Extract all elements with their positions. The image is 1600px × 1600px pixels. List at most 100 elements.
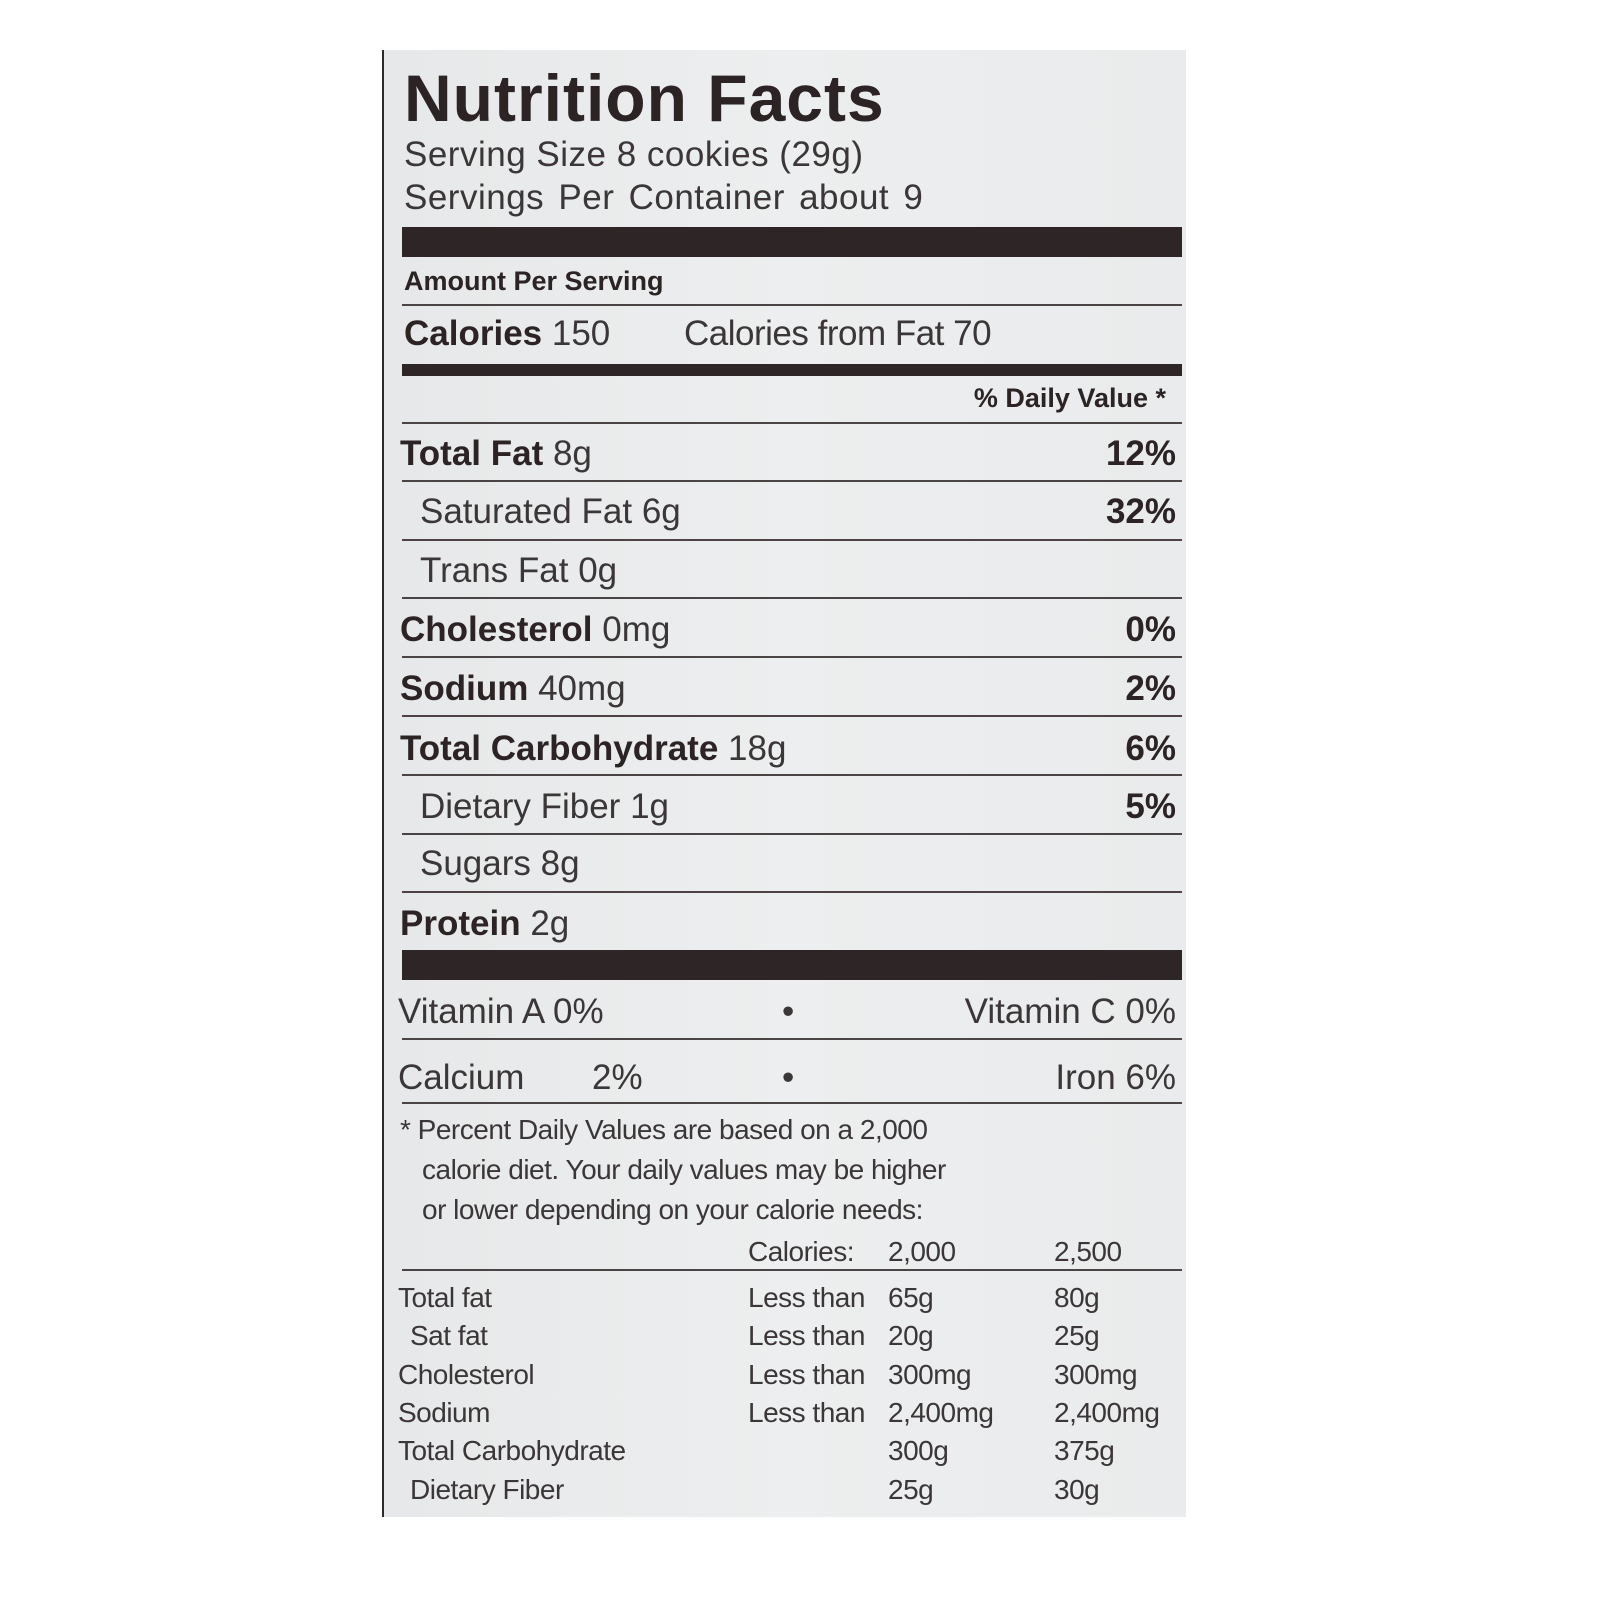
nutrient-amount: 2g <box>530 904 570 943</box>
reference-qualifier: Less than <box>748 1359 865 1390</box>
reference-table-row: Cholesterol Less than 300mg 300mg <box>398 1356 1176 1394</box>
serving-size: Serving Size 8 cookies (29g) <box>404 135 864 174</box>
reference-nutrient: Dietary Fiber <box>410 1474 564 1505</box>
nutrient-dv: 5% <box>1125 787 1176 826</box>
reference-nutrient: Sat fat <box>410 1320 488 1351</box>
nutrient-dv: 6% <box>1125 729 1176 768</box>
divider <box>402 1269 1182 1271</box>
reference-2000: 25g <box>888 1474 934 1505</box>
nutrient-dv: 32% <box>1105 492 1176 531</box>
reference-2500: 25g <box>1054 1320 1100 1351</box>
nutrient-amount: 8g <box>540 844 580 883</box>
reference-nutrient: Total Carbohydrate <box>398 1435 626 1466</box>
nutrient-row-dietary-fiber: Dietary Fiber 1g 5% <box>400 785 1176 829</box>
nutrient-row-sodium: Sodium 40mg 2% <box>400 667 1176 711</box>
divider <box>402 833 1182 835</box>
divider <box>402 597 1182 599</box>
reference-2500: 375g <box>1054 1435 1115 1466</box>
bullet-separator: • <box>782 1058 795 1097</box>
nutrient-label: Sodium <box>400 669 529 708</box>
nutrient-label: Protein <box>400 904 521 943</box>
nutrient-row-cholesterol: Cholesterol 0mg 0% <box>400 608 1176 652</box>
reference-nutrient: Cholesterol <box>398 1359 535 1390</box>
reference-2000: 300g <box>888 1435 949 1466</box>
calcium-value: 2% <box>592 1058 643 1097</box>
vitamin-c: Vitamin C 0% <box>964 992 1176 1031</box>
nutrient-label: Saturated Fat <box>420 492 633 531</box>
nutrient-amount: 40mg <box>538 669 626 708</box>
footnote-line-1: * Percent Daily Values are based on a 2,… <box>400 1114 928 1145</box>
divider <box>402 539 1182 541</box>
servings-per-container: Servings Per Container about 9 <box>404 178 924 217</box>
amount-per-serving: Amount Per Serving <box>404 266 664 296</box>
reference-qualifier: Less than <box>748 1397 865 1428</box>
nutrient-row-trans-fat: Trans Fat 0g <box>400 549 1176 593</box>
nutrient-dv: 0% <box>1125 610 1176 649</box>
reference-2000: 65g <box>888 1282 934 1313</box>
reference-2500: 30g <box>1054 1474 1100 1505</box>
iron: Iron 6% <box>1055 1058 1176 1097</box>
divider <box>402 1038 1182 1040</box>
footnote-line-3: or lower depending on your calorie needs… <box>422 1194 923 1225</box>
nutrient-row-protein: Protein 2g <box>400 902 1176 946</box>
thick-divider <box>402 227 1182 257</box>
vitamin-row-2: Calcium 2% • Iron 6% <box>398 1056 1176 1100</box>
divider <box>402 774 1182 776</box>
nutrition-facts-label: Nutrition Facts Serving Size 8 cookies (… <box>382 50 1186 1517</box>
nutrient-dv: 2% <box>1125 669 1176 708</box>
nutrient-amount: 1g <box>630 787 669 826</box>
vitamin-a: Vitamin A 0% <box>398 992 604 1031</box>
reference-table-row: Dietary Fiber 25g 30g <box>398 1471 1176 1509</box>
calcium-label: Calcium <box>398 1058 525 1097</box>
divider <box>402 715 1182 717</box>
nutrient-dv: 12% <box>1105 434 1176 473</box>
nutrient-amount: 0mg <box>602 610 671 649</box>
reference-2500: 2,400mg <box>1054 1397 1160 1428</box>
nutrient-amount: 6g <box>641 492 681 531</box>
divider <box>402 891 1182 893</box>
nutrient-label: Total Fat <box>400 434 544 473</box>
bullet-separator: • <box>782 992 795 1031</box>
thick-divider <box>402 950 1182 980</box>
divider <box>402 656 1182 658</box>
daily-value-header: % Daily Value * <box>973 383 1166 413</box>
reference-table-row: Total Carbohydrate 300g 375g <box>398 1432 1176 1470</box>
vitamin-row-1: Vitamin A 0% • Vitamin C 0% <box>398 990 1176 1034</box>
divider <box>402 304 1182 306</box>
reference-table-row: Sat fat Less than 20g 25g <box>398 1317 1176 1355</box>
nutrient-row-total-carbohydrate: Total Carbohydrate 18g 6% <box>400 727 1176 771</box>
nutrient-row-sugars: Sugars 8g <box>400 842 1176 886</box>
nutrient-label: Total Carbohydrate <box>400 729 719 768</box>
reference-2500: 80g <box>1054 1282 1100 1313</box>
calories-value: 150 <box>551 314 611 353</box>
reference-table-row: Sodium Less than 2,400mg 2,400mg <box>398 1394 1176 1432</box>
footnote-line-2: calorie diet. Your daily values may be h… <box>422 1154 946 1185</box>
reference-2500: 300mg <box>1054 1359 1138 1390</box>
reference-qualifier: Less than <box>748 1320 865 1351</box>
reference-table-header: Calories: 2,000 2,500 <box>398 1233 1176 1271</box>
nutrient-label: Cholesterol <box>400 610 593 649</box>
reference-qualifier: Less than <box>748 1282 865 1313</box>
nutrient-row-total-fat: Total Fat 8g 12% <box>400 432 1176 476</box>
nutrient-amount: 8g <box>552 434 592 473</box>
divider <box>402 480 1182 482</box>
reference-2000: 20g <box>888 1320 934 1351</box>
nutrient-row-saturated-fat: Saturated Fat 6g 32% <box>400 490 1176 534</box>
reference-nutrient: Total fat <box>398 1282 492 1313</box>
col-2000: 2,000 <box>888 1236 956 1267</box>
label-title: Nutrition Facts <box>404 61 885 135</box>
divider <box>402 1102 1182 1104</box>
reference-2000: 2,400mg <box>888 1397 994 1428</box>
calories-header: Calories: <box>748 1236 854 1267</box>
nutrient-label: Trans Fat <box>420 551 569 590</box>
reference-nutrient: Sodium <box>398 1397 490 1428</box>
calories-label: Calories <box>404 314 543 353</box>
col-2500: 2,500 <box>1054 1236 1122 1267</box>
nutrient-amount: 18g <box>728 729 787 768</box>
nutrient-amount: 0g <box>578 551 618 590</box>
medium-divider <box>402 364 1182 376</box>
reference-table-row: Total fat Less than 65g 80g <box>398 1279 1176 1317</box>
nutrient-label: Sugars <box>420 844 531 883</box>
reference-2000: 300mg <box>888 1359 972 1390</box>
divider <box>402 422 1182 424</box>
